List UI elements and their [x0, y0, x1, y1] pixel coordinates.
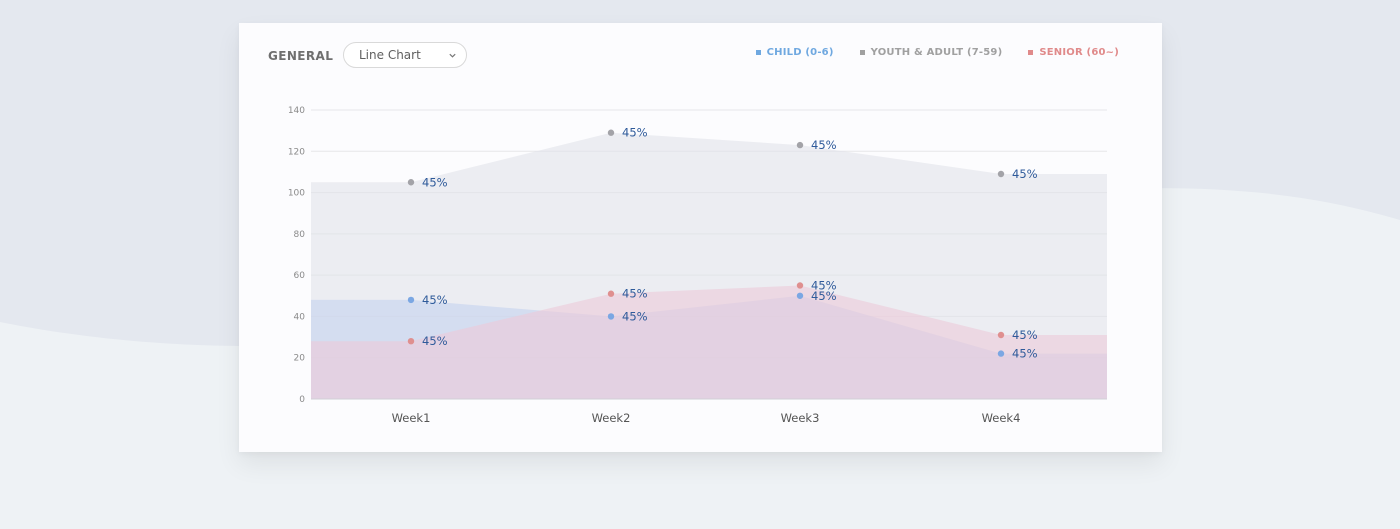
- x-tick-label: Week3: [781, 411, 820, 425]
- legend-swatch-senior: [1028, 50, 1034, 55]
- data-label-youth-adult-7-59: 45%: [1012, 167, 1038, 181]
- data-point-child-0-6: [796, 292, 804, 299]
- data-point-senior-60: [997, 331, 1005, 339]
- data-label-child-0-6: 45%: [622, 309, 648, 323]
- y-tick-label: 140: [288, 106, 305, 116]
- y-tick-label: 0: [299, 395, 305, 405]
- data-label-senior-60: 45%: [622, 287, 648, 301]
- data-point-youth-adult-7-59: [407, 179, 415, 186]
- legend-label-child: CHILD (0-6): [766, 47, 834, 58]
- legend-label-senior: SENIOR (60~): [1039, 47, 1119, 58]
- data-label-youth-adult-7-59: 45%: [422, 175, 448, 189]
- area-senior-60: [311, 285, 1107, 399]
- y-tick-label: 80: [294, 230, 306, 240]
- data-label-senior-60: 45%: [422, 334, 448, 348]
- y-tick-label: 120: [288, 147, 305, 157]
- data-label-youth-adult-7-59: 45%: [622, 126, 648, 140]
- data-label-child-0-6: 45%: [811, 289, 837, 303]
- data-label-senior-60: 45%: [1012, 328, 1038, 342]
- x-tick-label: Week4: [982, 411, 1021, 425]
- area-chart: 02040608010012014045%45%45%45%45%45%45%4…: [288, 106, 1107, 425]
- legend-item-child[interactable]: CHILD (0-6): [755, 47, 834, 58]
- data-label-senior-60: 45%: [811, 278, 837, 292]
- data-point-senior-60: [796, 282, 804, 289]
- chart-type-select-value: Line Chart: [359, 48, 421, 62]
- x-tick-label: Week2: [592, 411, 631, 425]
- data-label-child-0-6: 45%: [1012, 347, 1038, 361]
- y-tick-label: 40: [294, 312, 306, 322]
- data-label-child-0-6: 45%: [422, 293, 448, 307]
- data-point-youth-adult-7-59: [997, 170, 1005, 178]
- chevron-down-icon: [449, 53, 456, 58]
- y-tick-label: 100: [288, 189, 305, 199]
- chart-legend: CHILD (0-6) YOUTH & ADULT (7-59) SENIOR …: [755, 47, 1119, 58]
- data-point-senior-60: [607, 290, 615, 297]
- legend-swatch-youth-adult: [859, 50, 865, 55]
- data-point-child-0-6: [607, 313, 615, 320]
- x-tick-label: Week1: [392, 411, 431, 425]
- chart-type-select[interactable]: Line Chart: [343, 42, 467, 68]
- legend-item-senior[interactable]: SENIOR (60~): [1028, 47, 1119, 58]
- y-tick-label: 60: [294, 271, 306, 281]
- legend-swatch-child: [755, 50, 761, 55]
- card-title: GENERAL: [268, 49, 334, 63]
- data-point-child-0-6: [407, 296, 415, 304]
- legend-item-youth-adult[interactable]: YOUTH & ADULT (7-59): [859, 47, 1003, 58]
- data-point-child-0-6: [997, 350, 1005, 357]
- data-point-youth-adult-7-59: [796, 141, 804, 149]
- data-point-youth-adult-7-59: [607, 129, 615, 136]
- y-tick-label: 20: [294, 354, 306, 364]
- chart-card: GENERAL Line Chart CHILD (0-6) YOUTH & A…: [239, 23, 1162, 452]
- legend-label-youth-adult: YOUTH & ADULT (7-59): [870, 47, 1003, 58]
- data-point-senior-60: [407, 338, 415, 345]
- data-label-youth-adult-7-59: 45%: [811, 138, 837, 152]
